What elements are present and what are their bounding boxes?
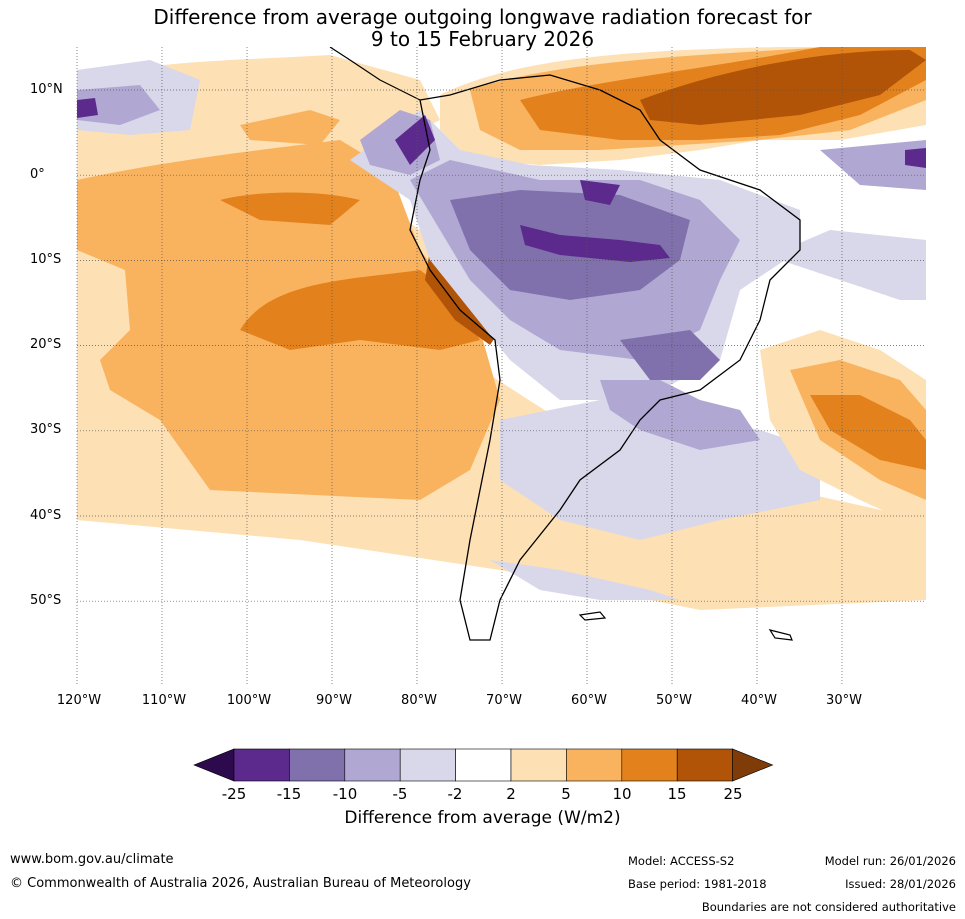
lat-label: 20°S [30, 337, 62, 352]
anomaly-region [640, 50, 926, 125]
colorbar-segment [566, 748, 623, 782]
lon-label: 80°W [401, 693, 437, 708]
anomaly-region [520, 225, 670, 262]
colorbar-segment [289, 748, 346, 782]
colorbar-segment [399, 748, 456, 782]
colorbar-segment [621, 748, 678, 782]
colorbar-extend-min [193, 748, 235, 782]
colorbar-tick-label: -25 [221, 785, 247, 803]
colorbar-segment [344, 748, 401, 782]
graticule [76, 47, 926, 685]
colorbar-segment [233, 748, 290, 782]
lon-label: 30°W [826, 693, 862, 708]
anomaly-region [240, 270, 480, 350]
colorbar-tick-label: 10 [612, 785, 632, 803]
anomaly-region [640, 230, 926, 300]
colorbar-tick-label: 2 [506, 785, 516, 803]
lat-label: 40°S [30, 508, 62, 523]
anomaly-region [580, 180, 620, 205]
island-outline [578, 611, 607, 621]
anomaly-region [810, 395, 926, 470]
base-period-text: Base period: 1981-2018 [628, 877, 767, 891]
lat-label: 0° [30, 167, 45, 182]
chart-title-line1: Difference from average outgoing longwav… [153, 5, 812, 29]
lat-label: 50°S [30, 593, 62, 608]
lon-label: 50°W [656, 693, 692, 708]
central-america-outline [329, 47, 421, 101]
lon-label: 120°W [56, 693, 102, 708]
lat-label: 10°N [30, 82, 63, 97]
colorbar-title: Difference from average (W/m2) [344, 808, 621, 828]
model-text: Model: ACCESS-S2 [628, 854, 735, 868]
colorbar-tick-label: 5 [561, 785, 571, 803]
website-link[interactable]: www.bom.gov.au/climate [10, 852, 174, 867]
copyright-text: © Commonwealth of Australia 2026, Austra… [10, 876, 471, 891]
anomaly-region [600, 380, 760, 450]
colorbar-segment [676, 748, 733, 782]
island-outline [768, 629, 793, 641]
model-run-text: Model run: 26/01/2026 [824, 854, 956, 868]
anomaly-region [77, 98, 98, 118]
anomaly-region [820, 140, 926, 190]
colorbar-segment [455, 748, 512, 782]
issued-text: Issued: 28/01/2026 [845, 877, 956, 891]
colorbar-tick-label: -5 [392, 785, 408, 803]
lon-label: 60°W [571, 693, 607, 708]
disclaimer-text: Boundaries are not considered authoritat… [701, 900, 956, 914]
colorbar-tick-label: 25 [723, 785, 743, 803]
anomaly-field [77, 47, 926, 685]
lon-label: 100°W [226, 693, 272, 708]
lat-label: 10°S [30, 252, 62, 267]
lon-label: 70°W [486, 693, 522, 708]
anomaly-region [620, 330, 720, 380]
lon-label: 110°W [141, 693, 187, 708]
colorbar-tick-label: -2 [447, 785, 463, 803]
anomaly-region [240, 110, 340, 145]
lon-label: 40°W [741, 693, 777, 708]
anomaly-region [490, 560, 680, 600]
anomaly-region [220, 192, 360, 225]
colorbar-tick-label: -10 [332, 785, 358, 803]
chart-title-line2: 9 to 15 February 2026 [370, 27, 595, 51]
anomaly-region [905, 148, 926, 168]
colorbar-extend-max [732, 748, 774, 782]
continent-outline [409, 74, 801, 641]
colorbar [193, 748, 774, 782]
colorbar-tick-label: 15 [667, 785, 687, 803]
colorbar-segment [510, 748, 567, 782]
colorbar-tick-label: -15 [276, 785, 302, 803]
lat-label: 30°S [30, 422, 62, 437]
lon-label: 90°W [316, 693, 352, 708]
